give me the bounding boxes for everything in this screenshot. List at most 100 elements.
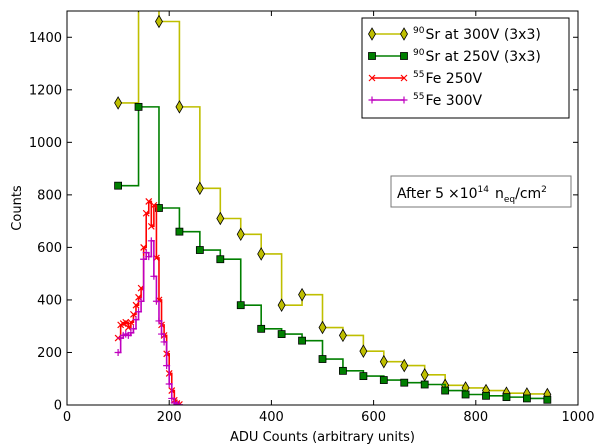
axis-ticks: 0 200 400 600 800 1000 0 200 400 600 800 1000 1200 14…	[29, 11, 595, 425]
data-point	[339, 366, 347, 375]
data-point	[137, 297, 145, 305]
data-point	[216, 211, 225, 226]
data-point	[195, 181, 204, 196]
data-point	[155, 14, 163, 29]
data-point	[127, 329, 135, 337]
x-tick-label: 800	[463, 410, 488, 425]
data-point	[152, 297, 160, 305]
annotation-frame	[390, 175, 572, 208]
data-point	[175, 227, 184, 236]
data-point	[400, 378, 409, 387]
x-tick-label: 200	[157, 410, 182, 425]
legend-marker	[400, 74, 408, 82]
data-point	[165, 380, 173, 388]
data-point	[145, 253, 153, 261]
plot-area	[114, 11, 552, 405]
x-tick-label: 0	[63, 410, 71, 425]
y-tick-label: 1200	[29, 83, 62, 98]
series-line	[118, 106, 549, 400]
data-point	[158, 330, 166, 338]
legend-label: 55Fe 250V	[413, 70, 483, 87]
data-point	[150, 201, 158, 209]
data-point	[114, 181, 122, 190]
data-point	[257, 324, 266, 333]
series-4	[114, 237, 183, 405]
data-point	[216, 255, 225, 264]
data-point	[502, 393, 511, 402]
data-point	[175, 100, 184, 114]
data-point	[543, 395, 552, 404]
data-point	[150, 272, 158, 280]
data-point	[318, 355, 327, 363]
legend-marker	[368, 96, 376, 104]
data-point	[236, 227, 245, 242]
legend-entry: 90Sr at 250V (3x3)	[368, 48, 541, 65]
legend-entry: 55Fe 300V	[368, 92, 483, 109]
legend-label: 90Sr at 300V (3x3)	[413, 26, 541, 43]
data-point	[135, 308, 143, 316]
data-point	[129, 325, 137, 333]
data-point	[168, 394, 176, 402]
y-tick-label: 1000	[29, 136, 62, 151]
series-3	[114, 198, 183, 405]
y-tick-label: 400	[37, 293, 62, 308]
data-point	[114, 348, 122, 356]
data-point	[277, 330, 286, 338]
data-point	[147, 237, 155, 245]
data-point	[163, 362, 171, 370]
data-point	[379, 354, 388, 369]
legend-marker	[368, 74, 376, 82]
data-point	[140, 255, 148, 263]
y-tick-label: 800	[37, 188, 62, 203]
legend: 90Sr at 300V (3x3) 90Sr at 250V (3x3) 55Fe…	[361, 17, 570, 119]
data-point	[257, 247, 266, 261]
data-point	[142, 209, 150, 217]
data-point	[359, 344, 368, 358]
data-point	[134, 102, 143, 111]
x-tick-label: 600	[361, 410, 386, 425]
legend-marker	[400, 52, 408, 60]
plot-frame	[66, 10, 579, 406]
y-tick-label: 200	[37, 346, 62, 361]
data-point	[441, 386, 450, 395]
data-point	[420, 380, 429, 389]
y-tick-label: 1400	[29, 31, 62, 46]
x-axis-label: ADU Counts (arbitrary units)	[230, 430, 415, 445]
y-tick-label: 600	[37, 241, 62, 256]
data-point	[155, 317, 163, 325]
data-point	[298, 336, 306, 345]
y-axis-label: Counts	[10, 185, 25, 231]
series-1	[114, 11, 552, 402]
data-point	[359, 372, 368, 381]
data-point	[132, 316, 140, 324]
data-point	[400, 358, 409, 373]
data-point	[461, 390, 470, 399]
legend-marker	[400, 27, 408, 41]
data-point	[298, 287, 307, 302]
data-point	[420, 367, 429, 382]
data-point	[137, 11, 140, 13]
annotation-text: After 5 ×1014 neq/cm2	[397, 185, 547, 205]
legend-label: 55Fe 300V	[413, 92, 483, 109]
data-point	[277, 298, 286, 312]
legend-entry: 55Fe 250V	[368, 70, 483, 87]
x-tick-label: 1000	[561, 410, 594, 425]
data-point	[379, 376, 388, 384]
data-point	[147, 222, 155, 230]
data-point	[195, 246, 204, 254]
data-point	[132, 301, 140, 309]
data-point	[523, 394, 531, 403]
data-point	[114, 96, 123, 110]
legend-entries: 90Sr at 300V (3x3) 90Sr at 250V (3x3) 55Fe…	[368, 26, 541, 109]
y-tick-label: 0	[54, 399, 62, 414]
data-point	[160, 338, 168, 346]
annotation-box: After 5 ×1014 neq/cm2	[390, 175, 572, 208]
data-point	[338, 328, 347, 343]
data-point	[142, 249, 150, 257]
data-point	[236, 301, 245, 310]
x-tick-label: 400	[259, 410, 284, 425]
legend-marker	[368, 27, 376, 41]
legend-marker	[400, 96, 408, 104]
legend-marker	[368, 52, 376, 60]
